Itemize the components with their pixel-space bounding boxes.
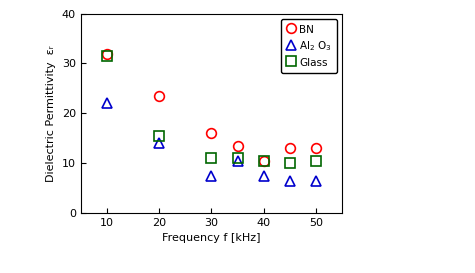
BN [104,52,110,55]
Glass [156,134,162,137]
Al$_2$ O$_3$ [209,174,214,177]
Glass [287,162,293,165]
Line: BN: BN [102,49,321,165]
Al$_2$ O$_3$ [287,179,293,182]
BN [235,144,240,147]
BN [287,147,293,150]
Al$_2$ O$_3$ [235,159,240,162]
Al$_2$ O$_3$ [156,141,162,145]
Legend: BN, Al$_2$ O$_3$, Glass: BN, Al$_2$ O$_3$, Glass [281,19,337,73]
Line: Glass: Glass [102,51,321,168]
Glass [104,54,110,58]
Al$_2$ O$_3$ [313,179,319,182]
BN [209,132,214,135]
Al$_2$ O$_3$ [261,174,266,177]
BN [261,159,266,162]
X-axis label: Frequency f [kHz]: Frequency f [kHz] [162,233,261,243]
BN [156,94,162,97]
Glass [261,159,266,162]
Al$_2$ O$_3$ [104,102,110,105]
BN [313,147,319,150]
Glass [209,156,214,160]
Y-axis label: Dielectric Permittivity  εᵣ: Dielectric Permittivity εᵣ [46,45,56,182]
Glass [313,159,319,162]
Line: Al$_2$ O$_3$: Al$_2$ O$_3$ [102,99,321,185]
Glass [235,156,240,160]
